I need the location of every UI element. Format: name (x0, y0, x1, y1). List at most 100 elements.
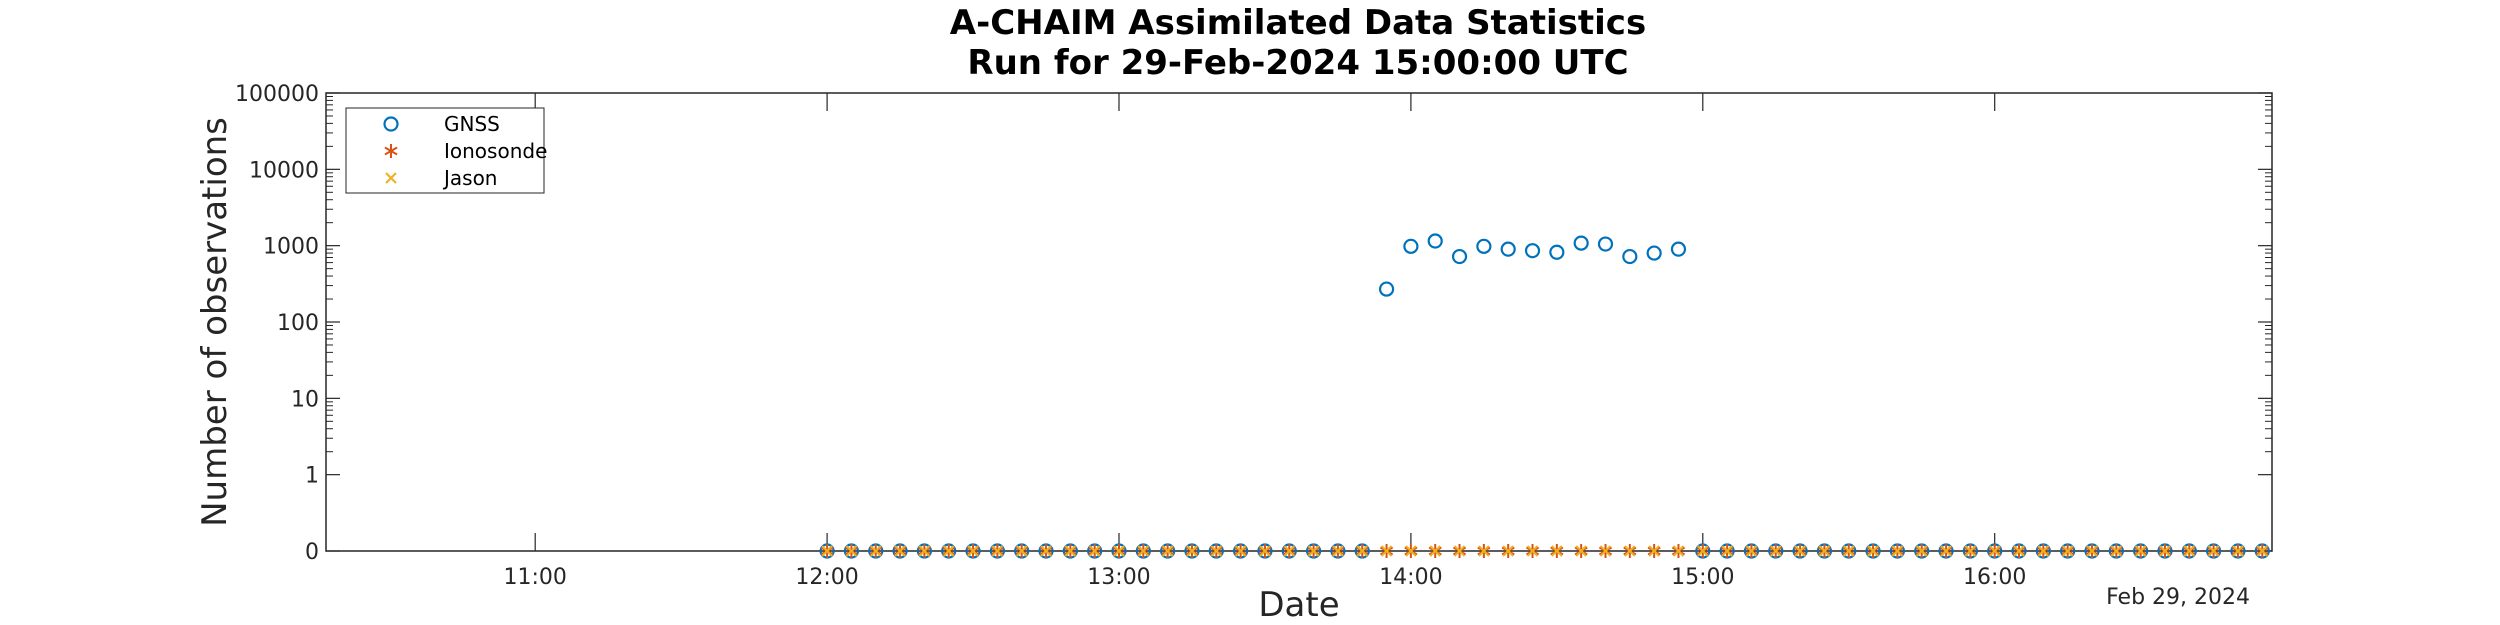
gnss-point (1476, 238, 1492, 254)
gnss-point (1524, 243, 1541, 259)
legend: GNSS Ionosonde Jason (345, 107, 547, 194)
gnss-point (1378, 281, 1395, 297)
jason-point (1745, 545, 1758, 557)
legend-label-gnss: GNSS (444, 112, 500, 136)
y-tick-label: 10 (291, 387, 319, 412)
jason-point (1283, 545, 1295, 557)
y-tick-label: 0 (305, 540, 319, 565)
jason-point (2110, 545, 2123, 557)
y-tick-label: 1000 (263, 235, 319, 260)
jason-point (991, 545, 1004, 557)
jason-point (1964, 545, 1977, 557)
jason-point (2256, 545, 2268, 557)
x-axis-label: Date (1258, 585, 1339, 625)
legend-marker-ionosonde (384, 144, 398, 158)
gnss-point (1549, 244, 1565, 260)
jason-point (918, 545, 931, 557)
jason-point (1356, 545, 1368, 557)
data-marks (819, 233, 2270, 559)
jason-point (1332, 545, 1344, 557)
gnss-point (1573, 235, 1589, 251)
jason-point (1891, 545, 1904, 557)
jason-point (1186, 545, 1198, 557)
series-jason (821, 545, 2268, 557)
jason-point (1453, 545, 1466, 557)
jason-point (1672, 545, 1685, 557)
jason-point (967, 545, 979, 557)
chart-title: A-CHAIM Assimilated Data Statistics (950, 3, 1646, 43)
jason-point (2232, 545, 2244, 557)
jason-point (1916, 545, 1928, 557)
jason-point (2086, 545, 2098, 557)
jason-point (2061, 545, 2074, 557)
gnss-point (1670, 241, 1687, 257)
jason-point (1015, 545, 1028, 557)
jason-point (1721, 545, 1733, 557)
jason-point (1161, 545, 1174, 557)
jason-point (1867, 545, 1879, 557)
jason-point (1040, 545, 1052, 557)
x-tick-label: 12:00 (795, 565, 858, 590)
jason-point (1599, 545, 1612, 557)
jason-point (1818, 545, 1831, 557)
jason-point (1988, 545, 2001, 557)
y-tick-label: 100000 (235, 82, 319, 107)
jason-point (1940, 545, 1952, 557)
y-tick-label: 100 (277, 311, 319, 336)
jason-point (1551, 545, 1563, 557)
y-axis-label: Number of observations (195, 117, 235, 527)
jason-point (870, 545, 882, 557)
gnss-point (1403, 238, 1419, 254)
jason-point (1648, 545, 1660, 557)
legend-marker-jason (385, 172, 397, 184)
jason-point (1405, 545, 1417, 557)
x-tick-label: 15:00 (1671, 565, 1734, 590)
jason-point (2159, 545, 2171, 557)
jason-point (1064, 545, 1077, 557)
x-tick-label: 13:00 (1087, 565, 1150, 590)
gnss-point (1597, 236, 1614, 252)
jason-point (1478, 545, 1490, 557)
x-axis: 11:00 12:00 13:00 14:00 15:00 16:00 (503, 93, 2026, 590)
series-gnss (819, 233, 2270, 559)
legend-marker-gnss (383, 116, 399, 132)
jason-point (1429, 545, 1441, 557)
jason-point (1088, 545, 1101, 557)
chart-subtitle: Run for 29-Feb-2024 15:00:00 UTC (967, 43, 1628, 83)
jason-point (1697, 545, 1709, 557)
jason-point (1259, 545, 1271, 557)
gnss-point (1451, 248, 1468, 265)
minor-ticks (326, 95, 2272, 453)
jason-point (1210, 545, 1223, 557)
x-tick-label: 14:00 (1379, 565, 1442, 590)
jason-point (1137, 545, 1150, 557)
jason-point (1770, 545, 1782, 557)
gnss-point (1622, 248, 1638, 265)
jason-point (2013, 545, 2025, 557)
gnss-point (1427, 233, 1443, 249)
plot-area: 11:00 12:00 13:00 14:00 15:00 16:00 0 1 10 100 10… (235, 82, 2273, 590)
jason-point (2037, 545, 2050, 557)
jason-point (894, 545, 906, 557)
y-tick-label: 1 (305, 464, 319, 489)
jason-point (1502, 545, 1514, 557)
gnss-point (1646, 245, 1662, 261)
jason-point (2207, 545, 2220, 557)
date-label: Feb 29, 2024 (2106, 585, 2250, 610)
jason-point (943, 545, 955, 557)
jason-point (1794, 545, 1806, 557)
jason-point (1307, 545, 1320, 557)
jason-point (1380, 545, 1393, 557)
jason-point (1526, 545, 1539, 557)
jason-point (845, 545, 858, 557)
gnss-point (1500, 241, 1516, 257)
x-tick-label: 16:00 (1963, 565, 2026, 590)
jason-point (1843, 545, 1855, 557)
jason-point (821, 545, 833, 557)
axes-box (325, 92, 2273, 552)
jason-point (2134, 545, 2147, 557)
legend-box (345, 107, 545, 194)
legend-label-ionosonde: Ionosonde (444, 139, 547, 163)
jason-point (1234, 545, 1247, 557)
